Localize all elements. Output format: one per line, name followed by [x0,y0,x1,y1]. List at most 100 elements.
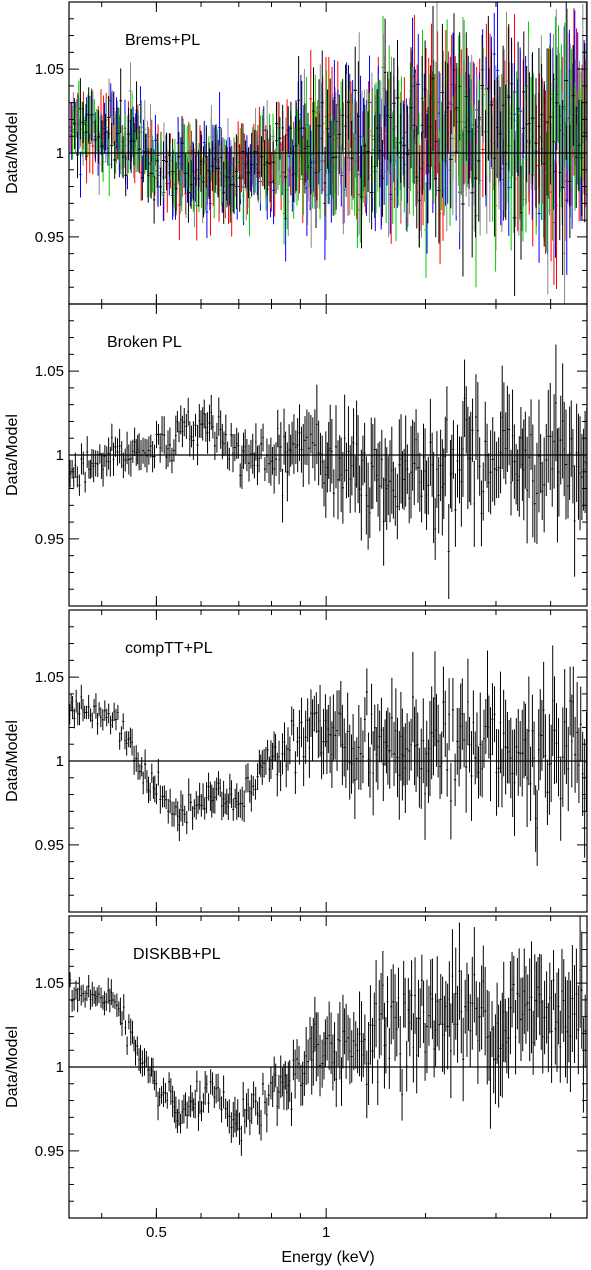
data-point [392,721,396,787]
data-point [416,712,419,777]
data-point [151,441,154,473]
data-point [127,1014,130,1030]
data-point [341,110,345,235]
data-point [567,726,570,812]
data-point [290,1092,293,1127]
data-point [394,136,398,242]
data-point [454,473,457,547]
data-point [558,427,560,517]
data-point [579,686,582,762]
data-point [161,141,166,180]
data-point [499,671,502,774]
data-point [369,155,374,230]
data-point [399,102,403,183]
data-point [292,145,295,202]
data-point [328,421,330,479]
data-point [406,444,409,494]
data-point [310,1026,313,1095]
data-point [235,143,239,209]
data-point [170,138,175,205]
data-point [482,462,485,521]
data-point [287,1061,290,1110]
data-point [548,714,551,815]
data-point [173,801,175,827]
data-point [155,1070,158,1097]
data-point [82,984,85,1003]
data-point [250,130,254,187]
data-point [501,748,503,808]
data-point [309,1016,311,1061]
data-point [524,703,527,777]
data-point [292,709,295,742]
data-point [214,124,217,193]
data-point [80,443,83,475]
data-point [179,405,182,435]
data-point [241,123,245,180]
data-point [153,444,156,469]
data-point [464,32,468,161]
data-point [246,763,250,793]
data-point [81,102,85,144]
data-point [563,669,566,775]
data-point [234,788,237,809]
data-point [84,990,87,1008]
data-point [206,1075,208,1093]
data-point [79,151,82,198]
data-point [498,86,502,182]
data-point [580,99,584,216]
data-point [86,985,88,1001]
data-point [89,88,94,141]
data-point [377,704,379,790]
data-point [536,789,538,866]
data-point [442,666,445,738]
data-point [554,55,559,151]
data-point [193,178,196,228]
data-point [370,417,372,510]
data-point [184,1092,187,1117]
data-point [439,429,442,502]
data-point [315,692,318,733]
data-point [80,684,83,710]
data-point [278,434,280,485]
data-point [115,993,118,1017]
data-point [205,782,208,814]
data-point [167,798,170,824]
data-point [547,389,550,483]
data-point [470,128,474,258]
data-point [275,442,278,476]
data-point [274,733,277,762]
data-point [100,453,103,479]
data-point [528,416,531,499]
data-point [281,104,284,151]
data-point [163,785,166,808]
data-point [171,1085,174,1118]
data-point [387,707,389,785]
data-point [305,409,308,466]
data-point [473,104,476,232]
data-point [144,749,147,780]
data-point [264,1090,267,1115]
data-point [277,409,279,448]
data-point [516,449,519,511]
data-point [525,65,529,183]
data-point [276,752,279,797]
data-point [334,711,337,760]
data-point [378,441,381,532]
data-point [574,106,578,208]
data-point [361,730,364,784]
data-point [429,65,432,189]
data-point [413,421,416,506]
data-point [477,746,480,799]
data-point [266,1097,268,1133]
data-point [109,83,113,118]
data-point [349,120,354,196]
data-point [237,791,240,818]
data-point [204,125,208,188]
data-point [454,753,457,806]
data-point [444,690,447,757]
data-point [458,138,462,233]
data-point [480,480,483,547]
data-point [135,439,137,466]
data-point [131,728,134,756]
